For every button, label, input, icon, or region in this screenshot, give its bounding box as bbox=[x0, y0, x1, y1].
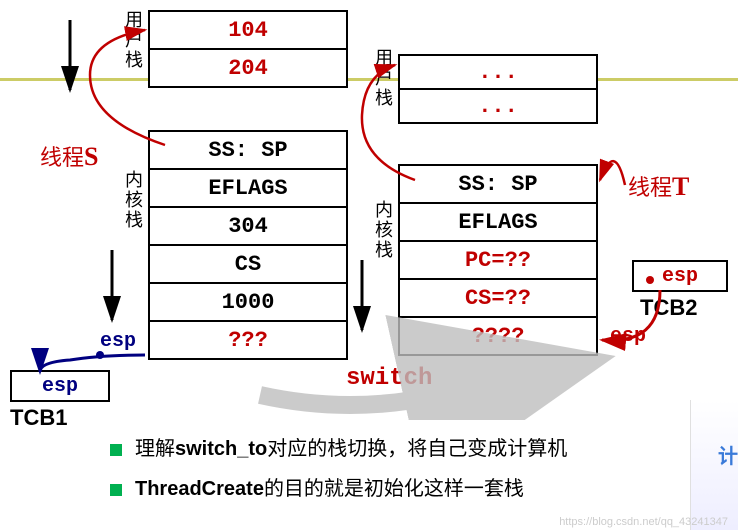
switch-label: switch bbox=[346, 365, 432, 392]
tcb2-box: esp bbox=[632, 260, 728, 292]
cell-text: 304 bbox=[228, 214, 268, 239]
right-user-cell-0: ... bbox=[398, 54, 598, 90]
cell-text: ???? bbox=[472, 324, 525, 349]
cell-text: CS=?? bbox=[465, 286, 531, 311]
left-kernel-stack-label: 内核栈 bbox=[120, 170, 146, 230]
cell-text: ... bbox=[478, 60, 518, 85]
cell-text: EFLAGS bbox=[208, 176, 287, 201]
bullet-2: ThreadCreate的目的就是初始化这样一套栈 bbox=[110, 472, 524, 501]
left-kernel-cell-3: CS bbox=[148, 244, 348, 284]
right-kernel-cell-2: PC=?? bbox=[398, 240, 598, 280]
bullet-square-icon bbox=[110, 484, 122, 496]
bullet-1-bold: switch_to bbox=[175, 438, 267, 460]
bullet-1: 理解switch_to对应的栈切换，将自己变成计算机 bbox=[110, 432, 567, 461]
cell-text: ??? bbox=[228, 328, 268, 353]
left-user-cell-0: 104 bbox=[148, 10, 348, 50]
left-kernel-cell-4: 1000 bbox=[148, 282, 348, 322]
right-kernel-cell-4: ???? bbox=[398, 316, 598, 356]
watermark: https://blog.csdn.net/qq_43241347 bbox=[559, 516, 728, 528]
cell-text: 204 bbox=[228, 56, 268, 81]
left-user-cell-1: 204 bbox=[148, 48, 348, 88]
right-kernel-cell-1: EFLAGS bbox=[398, 202, 598, 242]
bullet-2-suffix: 的目的就是初始化这样一套栈 bbox=[264, 478, 524, 500]
side-text-over: 计 bbox=[718, 440, 738, 469]
bullet-1-suffix: 对应的栈切换，将自己变成计算机 bbox=[267, 438, 567, 460]
cell-text: SS: SP bbox=[208, 138, 287, 163]
right-kernel-cell-3: CS=?? bbox=[398, 278, 598, 318]
thread-t-suffix: T bbox=[672, 172, 689, 201]
arrows-overlay bbox=[0, 0, 738, 420]
right-kernel-stack-label: 内核栈 bbox=[370, 200, 396, 260]
thread-t-label: 线程T bbox=[628, 170, 689, 202]
cell-text: SS: SP bbox=[458, 172, 537, 197]
thread-t-text: 线程 bbox=[628, 175, 672, 200]
right-user-cell-1: ... bbox=[398, 88, 598, 124]
cell-text: 104 bbox=[228, 18, 268, 43]
left-kernel-cell-5: ??? bbox=[148, 320, 348, 360]
left-user-stack-label: 用户栈 bbox=[120, 10, 146, 70]
thread-s-text: 线程 bbox=[40, 145, 84, 170]
tcb2-caption: TCB2 bbox=[640, 295, 697, 321]
cell-text: CS bbox=[235, 252, 261, 277]
right-kernel-cell-0: SS: SP bbox=[398, 164, 598, 204]
tcb2-esp: esp bbox=[662, 265, 698, 288]
esp-left-label: esp bbox=[100, 330, 136, 353]
tcb1-caption: TCB1 bbox=[10, 405, 67, 431]
cell-text: EFLAGS bbox=[458, 210, 537, 235]
left-kernel-cell-0: SS: SP bbox=[148, 130, 348, 170]
bullet-square-icon bbox=[110, 444, 122, 456]
left-kernel-cell-2: 304 bbox=[148, 206, 348, 246]
bullet-2-bold: ThreadCreate bbox=[135, 478, 264, 500]
left-kernel-cell-1: EFLAGS bbox=[148, 168, 348, 208]
right-user-stack-label: 用户栈 bbox=[370, 48, 396, 108]
thread-s-suffix: S bbox=[84, 142, 98, 171]
tcb1-esp: esp bbox=[42, 375, 78, 398]
cell-text: PC=?? bbox=[465, 248, 531, 273]
thread-s-label: 线程S bbox=[40, 140, 98, 172]
cell-text: ... bbox=[478, 94, 518, 119]
cell-text: 1000 bbox=[222, 290, 275, 315]
esp-right-label: esp bbox=[610, 325, 646, 348]
bullet-1-prefix: 理解 bbox=[135, 438, 175, 460]
tcb1-box: esp bbox=[10, 370, 110, 402]
divider-line bbox=[0, 78, 738, 81]
